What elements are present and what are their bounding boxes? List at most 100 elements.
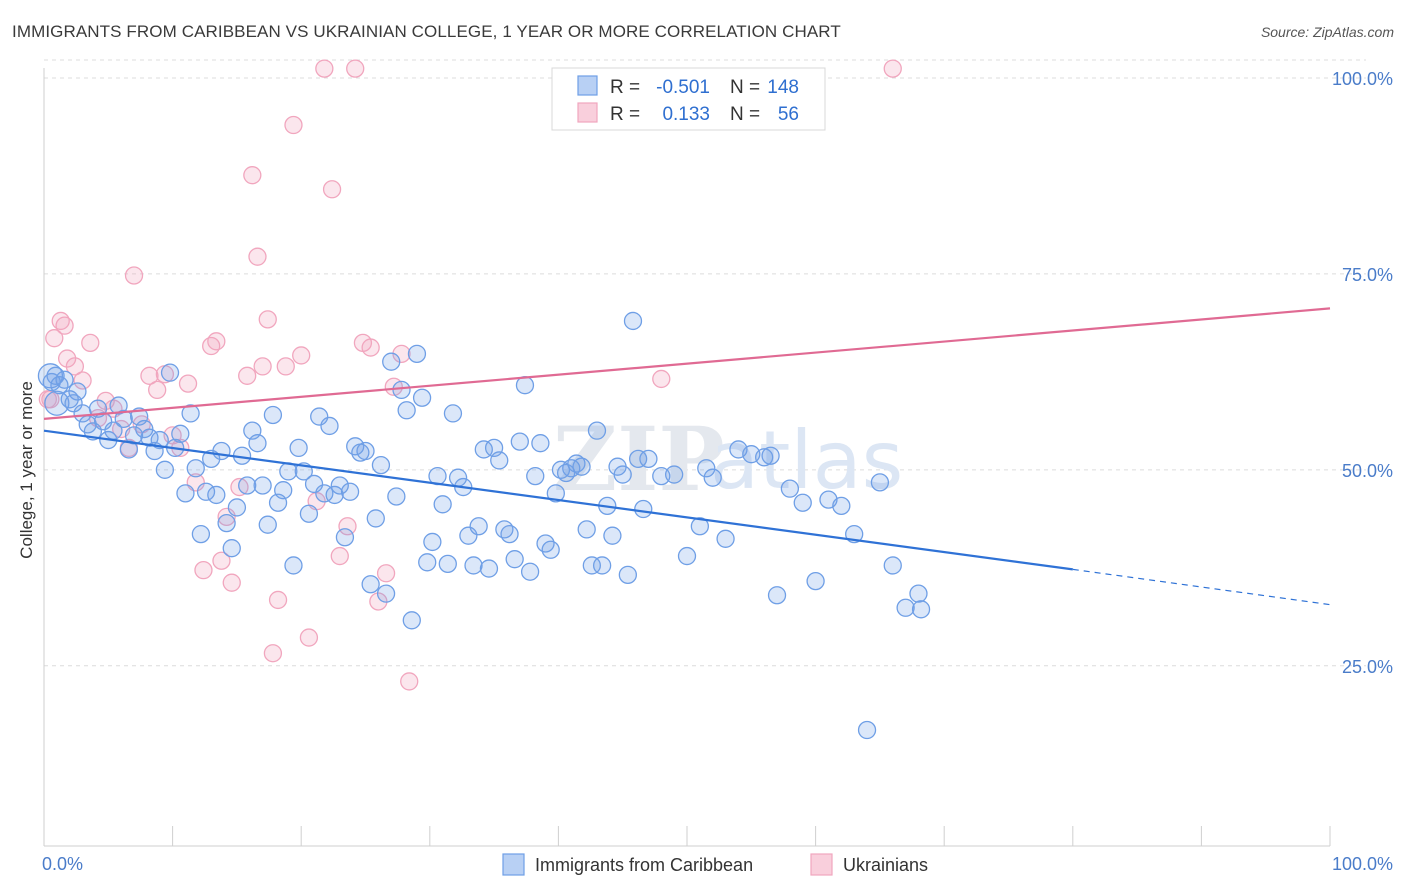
caribbean-point [55,370,74,389]
bottom-legend: Immigrants from Caribbean Ukrainians [502,853,928,876]
caribbean-point-large [44,390,70,416]
caribbean-point [716,529,735,548]
caribbean-point [592,556,612,575]
ukrainian-point [315,59,334,78]
legend-n-label-1: N = [730,77,760,98]
caribbean-point [623,311,643,331]
legend-n-value-2: 56 [778,104,799,125]
caribbean-point [135,419,154,439]
bottom-legend-label-ukrainian: Ukrainians [843,855,928,875]
legend-r-label-2: R = [610,104,640,125]
y-tick-label-0: 25.0% [1342,657,1393,677]
caribbean-point [299,504,319,523]
caribbean-point [340,482,360,501]
ukrainian-point [263,644,283,663]
ukrainian-point [212,551,231,570]
caribbean-point [238,476,257,495]
caribbean-point [356,441,375,461]
caribbean-point [909,584,928,603]
ukrainian-point [81,333,100,353]
caribbean-point [176,484,195,503]
caribbean-point [382,352,401,371]
ukrainian-point [178,374,198,393]
ukrainian-point [45,329,64,348]
legend: R = -0.501 N = 148 R = 0.133 N = 56 [551,67,826,131]
caribbean-point [181,404,200,423]
caribbean-point [212,441,231,461]
ukrainian-point [55,316,74,335]
legend-swatch-ukrainian [577,102,598,123]
caribbean-point [832,496,851,516]
ukrainian-point [140,366,159,385]
caribbean-point [114,409,133,429]
caribbean-point [500,524,519,544]
caribbean-point [186,459,205,478]
legend-n-label-2: N = [730,104,760,125]
caribbean-point [207,485,226,505]
caribbean-point [767,586,787,605]
caribbean-trend-extension [1072,568,1331,606]
caribbean-point [320,416,339,436]
caribbean-point [68,382,87,401]
caribbean-point [490,451,509,470]
caribbean-point [697,459,716,478]
ukrainian-point [73,371,92,390]
caribbean-point [325,485,344,505]
caribbean-point [387,487,406,506]
caribbean-point [433,495,452,514]
caribbean-point [618,565,637,584]
caribbean-point [397,401,416,420]
caribbean-point [761,446,780,465]
ukrainian-point [652,369,671,389]
caribbean-point [883,556,902,575]
caribbean-point [155,460,175,479]
legend-swatch-caribbean [577,75,598,96]
caribbean-point [793,493,812,512]
caribbean-point [258,515,277,534]
caribbean-point [330,476,349,495]
x-tick-label-0: 0.0% [42,854,83,874]
caribbean-point [567,454,586,473]
ukrainian-point [207,332,226,351]
caribbean-point [582,556,601,575]
ukrainian-point [376,564,396,583]
ukrainian-point [248,247,267,266]
watermark: ZIP atlas [553,407,903,511]
ukrainian-point [238,366,257,385]
caribbean-trend-line [43,429,1073,571]
caribbean-point [119,440,139,459]
caribbean-point [64,394,83,413]
legend-r-value-2: 0.133 [662,104,710,125]
y-tick-label-1: 50.0% [1342,461,1393,481]
caribbean-points [37,311,931,740]
caribbean-point [806,571,825,591]
ukrainian-point [330,546,349,566]
ukrainian-point [38,390,58,409]
ukrainian-point [268,590,288,610]
y-tick-labels: 25.0% 50.0% 75.0% 100.0% [1332,69,1393,677]
caribbean-point [515,376,535,395]
caribbean-point [870,473,890,492]
y-tick-label-2: 75.0% [1342,265,1393,285]
y-tick-label-3: 100.0% [1332,69,1393,89]
caribbean-point [634,499,653,519]
caribbean-point [418,553,437,572]
axes [43,68,1331,847]
bottom-legend-label-caribbean: Immigrants from Caribbean [535,855,753,875]
caribbean-point [366,509,385,528]
watermark-zip: ZIP [553,407,725,511]
caribbean-point [603,526,622,545]
caribbean-point [677,546,697,566]
caribbean-point [546,484,565,503]
x-tick-labels: 0.0% 100.0% [42,854,1393,874]
caribbean-point [479,559,499,578]
caribbean-point [510,432,529,451]
caribbean-point [376,584,396,603]
caribbean-point [392,380,411,400]
caribbean-point [664,465,684,484]
ukrainian-point [124,266,144,285]
chart-source: Source: ZipAtlas.com [1260,24,1394,40]
caribbean-point [160,363,180,382]
caribbean-point [171,424,190,443]
watermark-atlas: atlas [710,414,903,507]
